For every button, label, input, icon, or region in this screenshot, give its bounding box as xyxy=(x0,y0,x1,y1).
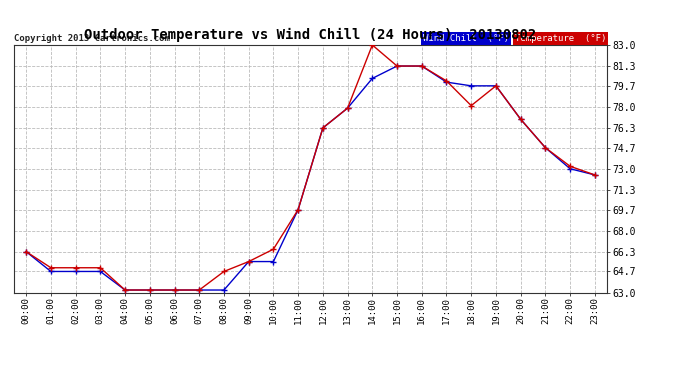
Text: Temperature  (°F): Temperature (°F) xyxy=(515,34,607,43)
Text: Copyright 2013 Cartronics.com: Copyright 2013 Cartronics.com xyxy=(14,34,170,43)
Text: Wind Chill  (°F): Wind Chill (°F) xyxy=(423,34,509,43)
Title: Outdoor Temperature vs Wind Chill (24 Hours)  20130802: Outdoor Temperature vs Wind Chill (24 Ho… xyxy=(84,28,537,42)
